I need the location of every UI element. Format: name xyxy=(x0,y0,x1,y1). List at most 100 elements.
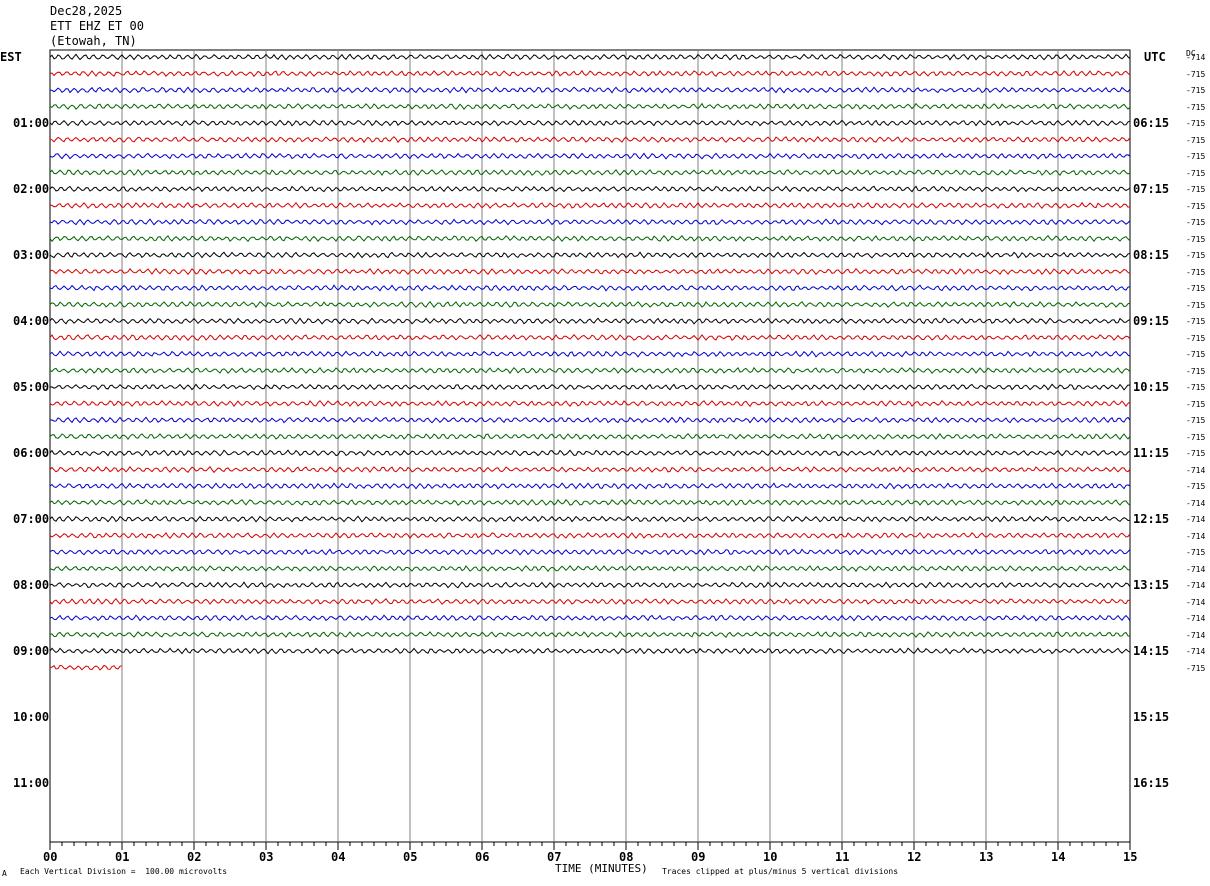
x-tick-label: 11 xyxy=(835,850,850,864)
right-hour-label: 13:15 xyxy=(1133,578,1170,592)
header-date: Dec28,2025 xyxy=(50,4,123,18)
seismic-trace xyxy=(49,185,1131,193)
seismic-traces xyxy=(49,53,1131,671)
left-hour-label: 02:00 xyxy=(13,182,50,196)
dc-offset-label: -715 xyxy=(1186,350,1206,359)
dc-offset-label: -715 xyxy=(1186,383,1206,392)
x-tick-label: 04 xyxy=(331,850,346,864)
seismic-trace xyxy=(49,630,1131,639)
x-tick-label: 10 xyxy=(763,850,778,864)
seismic-trace xyxy=(49,532,1131,540)
seismic-trace xyxy=(49,69,1131,78)
x-tick-label: 08 xyxy=(619,850,634,864)
dc-offset-label: -715 xyxy=(1186,152,1206,161)
header-location: (Etowah, TN) xyxy=(50,34,137,48)
dc-offset-label: -715 xyxy=(1186,663,1206,673)
seismic-trace xyxy=(49,515,1131,523)
seismic-trace xyxy=(49,350,1131,358)
seismic-trace xyxy=(49,664,123,671)
dc-offset-label: -715 xyxy=(1186,300,1206,310)
left-hour-label: 01:00 xyxy=(13,116,50,130)
dc-offset-label: -715 xyxy=(1186,234,1206,244)
dc-offset-label: -715 xyxy=(1186,548,1206,557)
right-hour-label: 08:15 xyxy=(1133,248,1170,262)
seismic-trace xyxy=(49,86,1131,94)
dc-offset-label: -715 xyxy=(1186,333,1206,343)
dc-offset-label: -715 xyxy=(1186,366,1206,376)
dc-offset-label: -714 xyxy=(1186,647,1206,656)
right-hour-label: 10:15 xyxy=(1133,380,1170,394)
x-tick-label: 03 xyxy=(259,850,274,864)
plot-frame xyxy=(49,49,1131,843)
left-timezone-label: EST xyxy=(0,50,22,64)
x-tick-label: 05 xyxy=(403,850,418,864)
dc-offset-label: -715 xyxy=(1186,86,1206,95)
seismic-trace xyxy=(49,53,1131,61)
dc-offset-label: -715 xyxy=(1186,69,1206,79)
dc-offset-label: -715 xyxy=(1186,267,1206,277)
seismic-trace xyxy=(49,317,1131,325)
dc-offset-label: -715 xyxy=(1186,119,1206,128)
dc-offset-label: -714 xyxy=(1186,515,1206,524)
left-hour-label: 06:00 xyxy=(13,446,50,460)
dc-offset-label: -715 xyxy=(1186,284,1206,293)
seismic-trace xyxy=(49,597,1131,606)
x-tick-label: 02 xyxy=(187,850,202,864)
seismic-trace xyxy=(49,465,1131,474)
x-tick-label: 14 xyxy=(1051,850,1066,864)
dc-offset-label: -715 xyxy=(1186,102,1206,112)
minute-grid xyxy=(49,49,1131,843)
seismic-trace xyxy=(49,383,1131,391)
dc-offset-label: -714 xyxy=(1186,465,1206,475)
dc-offset-label: -715 xyxy=(1186,399,1206,409)
dc-offset-label: -714 xyxy=(1186,614,1206,623)
dc-offset-label: -715 xyxy=(1186,168,1206,178)
dc-offset-label: -714 xyxy=(1186,564,1206,574)
right-hour-label: 11:15 xyxy=(1133,446,1170,460)
seismic-trace xyxy=(49,400,1131,408)
seismic-trace xyxy=(49,548,1131,556)
x-tick-label: 12 xyxy=(907,850,922,864)
dc-offset-label: -715 xyxy=(1186,317,1206,326)
seismic-trace xyxy=(49,334,1131,341)
footer-mark: A xyxy=(2,869,7,878)
seismic-trace xyxy=(49,432,1131,441)
x-tick-label: 00 xyxy=(43,850,58,864)
seismic-trace xyxy=(49,218,1131,226)
left-hour-label: 11:00 xyxy=(13,776,50,790)
header-station: ETT EHZ ET 00 xyxy=(50,19,144,33)
right-timezone-label: UTC xyxy=(1144,50,1166,64)
x-axis-title: TIME (MINUTES) xyxy=(555,862,648,875)
dc-offset-label: -715 xyxy=(1186,185,1206,194)
left-hour-label: 05:00 xyxy=(13,380,50,394)
x-axis-ticks xyxy=(49,842,1131,850)
seismic-trace xyxy=(49,251,1131,259)
clip-note: Traces clipped at plus/minus 5 vertical … xyxy=(662,867,899,876)
dc-offset-label: -714 xyxy=(1186,630,1206,640)
x-tick-label: 01 xyxy=(115,850,130,864)
seismic-trace xyxy=(49,201,1131,210)
seismic-trace xyxy=(49,498,1131,506)
dc-offset-label: -715 xyxy=(1186,201,1206,211)
dc-offset-label: -715 xyxy=(1186,432,1206,442)
left-hour-label: 10:00 xyxy=(13,710,50,724)
dc-offset-label: -714 xyxy=(1186,597,1206,607)
seismic-trace xyxy=(49,135,1131,144)
seismic-trace xyxy=(49,102,1131,111)
seismic-trace xyxy=(49,564,1131,573)
left-hour-label: 07:00 xyxy=(13,512,50,526)
seismic-trace xyxy=(49,234,1131,243)
right-hour-label: 16:15 xyxy=(1133,776,1170,790)
x-tick-label: 06 xyxy=(475,850,490,864)
dc-offset-label: -715 xyxy=(1186,251,1206,260)
seismic-trace xyxy=(49,482,1131,490)
seismic-trace xyxy=(49,416,1131,424)
right-hour-label: 14:15 xyxy=(1133,644,1170,658)
dc-offset-label: -714 xyxy=(1186,581,1206,590)
left-hour-label: 08:00 xyxy=(13,578,50,592)
seismic-trace xyxy=(49,284,1131,292)
dc-offset-label: -714 xyxy=(1186,531,1206,541)
dc-offset-label: -714 xyxy=(1186,53,1206,62)
seismic-trace xyxy=(49,119,1131,127)
seismic-trace xyxy=(49,168,1131,177)
